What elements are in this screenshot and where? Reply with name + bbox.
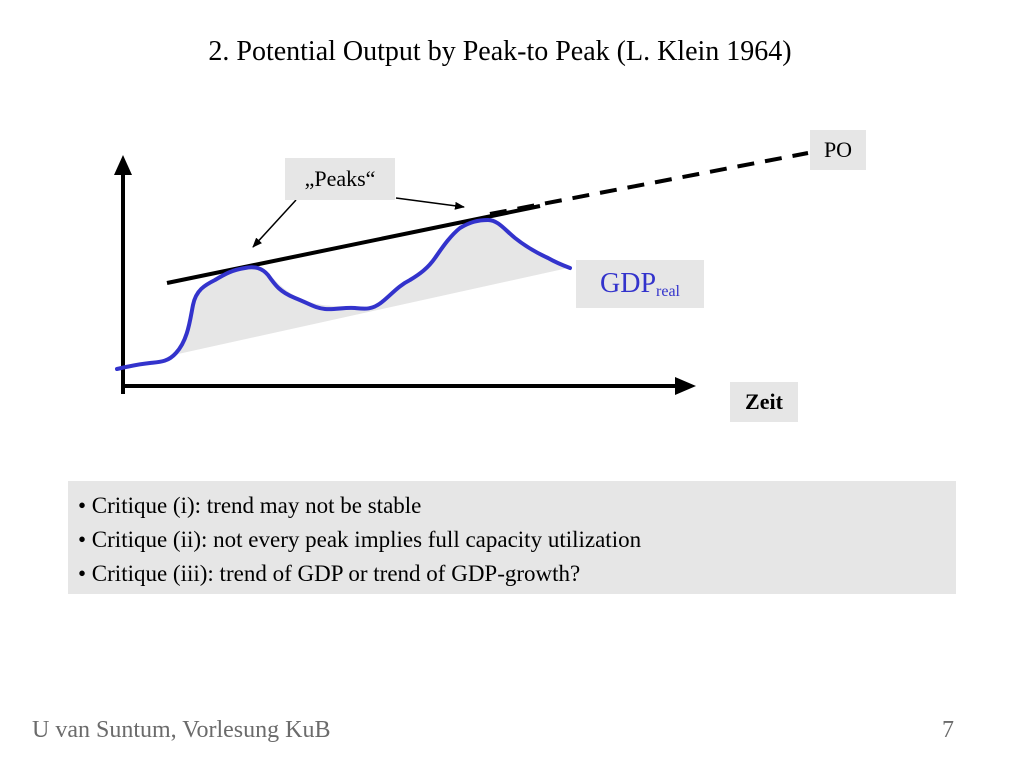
critique-item: • Critique (iii): trend of GDP or trend … bbox=[78, 561, 581, 586]
footer-author: U van Suntum, Vorlesung KuB bbox=[32, 717, 331, 743]
peak-trend-line bbox=[166, 204, 541, 285]
gdp-real-label: GDPreal bbox=[576, 260, 704, 308]
page-number: 7 bbox=[942, 717, 954, 743]
y-axis-arrowhead bbox=[114, 155, 132, 175]
shaded-area bbox=[178, 218, 568, 354]
gdp-label-subscript: real bbox=[656, 283, 680, 300]
peaks-arrow-right bbox=[395, 197, 465, 210]
peaks-label: „Peaks“ bbox=[285, 158, 395, 200]
critique-item: • Critique (i): trend may not be stable bbox=[78, 493, 422, 518]
potential-output-diagram bbox=[114, 151, 809, 395]
critique-box: • Critique (i): trend may not be stable … bbox=[68, 481, 956, 594]
slide-title: 2. Potential Output by Peak-to Peak (L. … bbox=[208, 36, 792, 67]
peaks-arrow-left bbox=[252, 199, 297, 248]
po-label: PO bbox=[810, 130, 866, 170]
x-axis-arrowhead bbox=[675, 377, 696, 395]
x-axis-label: Zeit bbox=[730, 382, 798, 422]
critique-item: • Critique (ii): not every peak implies … bbox=[78, 527, 642, 552]
gdp-real-curve bbox=[115, 217, 572, 371]
gdp-label-text: GDP bbox=[600, 268, 657, 299]
